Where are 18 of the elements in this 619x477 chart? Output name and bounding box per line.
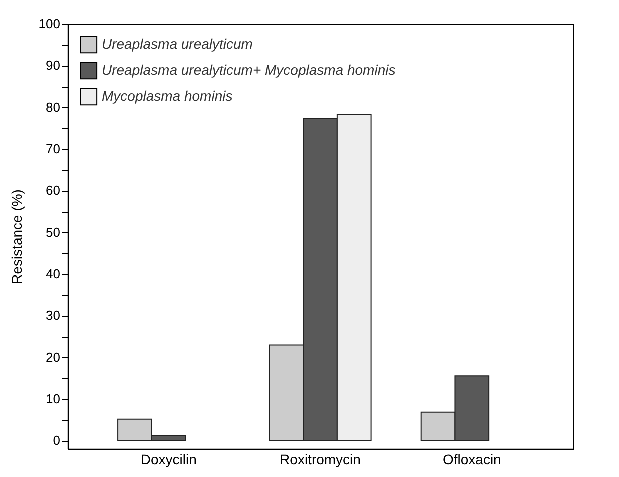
y-tick-label: 80 [46,100,60,115]
y-tick-label: 40 [46,266,60,282]
x-tick-label: Roxitromycin [280,452,361,468]
y-axis-title: Resistance (%) [8,190,25,284]
y-tick-label: 50 [46,224,60,240]
y-tick-label: 30 [46,308,60,324]
y-tick-label: 20 [46,350,60,365]
x-tick-label: Doxycilin [140,452,197,468]
legend-label: Ureaplasma urealyticum [102,36,254,52]
y-tick-label: 60 [46,183,60,198]
x-tick-label: Ofloxacin [442,452,502,468]
y-tick-label: 100 [38,16,60,32]
y-tick-label: 10 [46,392,60,406]
legend-label: Mycoplasma hominis [102,88,233,104]
y-tick-label: 0 [53,433,60,448]
legend-label: Ureaplasma urealyticum+ Mycoplasma hominis [102,62,396,78]
y-tick-label: 90 [46,58,60,74]
y-tick-label: 70 [46,142,60,156]
